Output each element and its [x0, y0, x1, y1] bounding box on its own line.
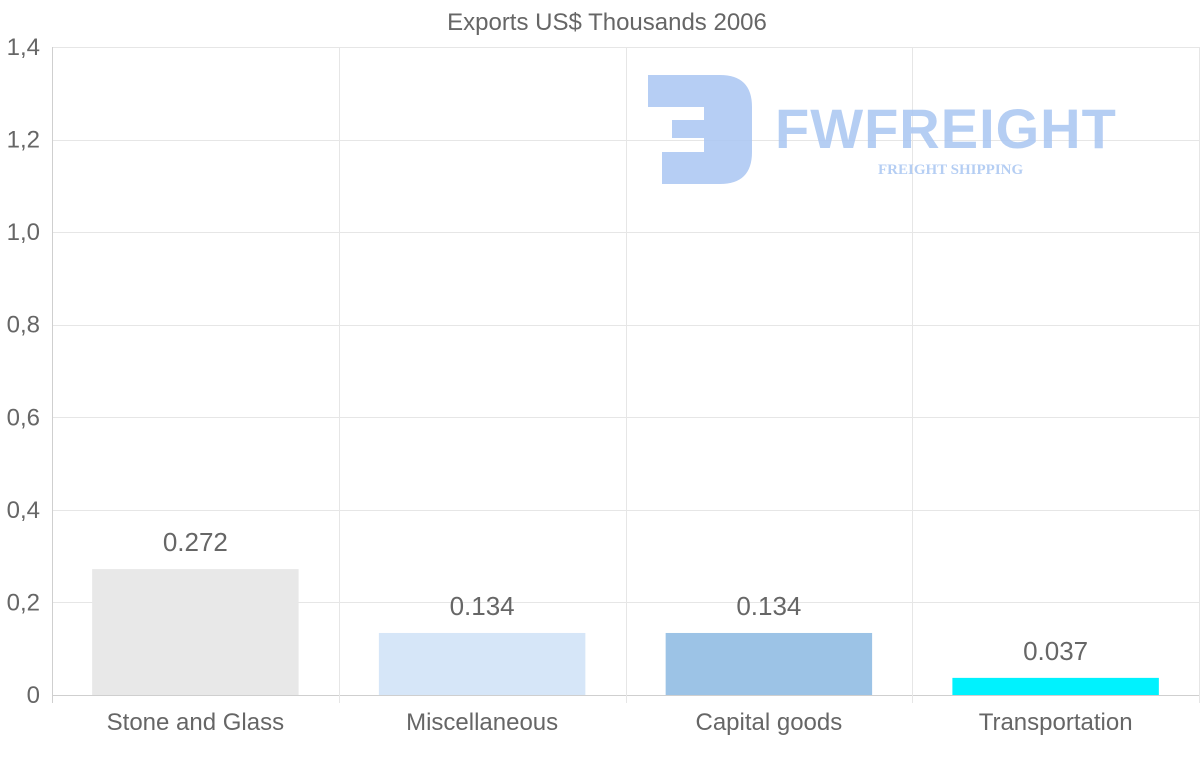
x-tick-label: Capital goods [695, 709, 842, 736]
chart-title: Exports US$ Thousands 2006 [447, 9, 767, 36]
x-axis-ticks: Stone and Glass Miscellaneous Capital good… [107, 709, 1133, 736]
y-axis-ticks: 0 0,2 0,4 0,6 0,8 1,0 1,2 1,4 [7, 34, 40, 709]
data-label: 0.134 [736, 591, 801, 621]
y-tick-label: 1,2 [7, 127, 40, 154]
x-tick-label: Transportation [979, 709, 1133, 736]
y-tick-label: 0 [27, 682, 40, 709]
y-tick-label: 0,2 [7, 589, 40, 616]
bar[interactable] [92, 569, 299, 695]
bar[interactable] [378, 632, 586, 695]
y-tick-label: 1,4 [7, 34, 40, 61]
data-label: 0.272 [163, 527, 228, 557]
y-tick-label: 1,0 [7, 219, 40, 246]
data-labels: 0.272 0.134 0.134 0.037 [163, 527, 1088, 666]
bar[interactable] [665, 632, 873, 695]
x-tick-label: Stone and Glass [107, 709, 284, 736]
watermark-logo: FWFREIGHT FREIGHT SHIPPING [648, 75, 1117, 184]
y-tick-label: 0,4 [7, 497, 40, 524]
fwfreight-logo-icon [648, 75, 752, 184]
data-label: 0.037 [1023, 636, 1088, 666]
watermark-name: FWFREIGHT [775, 97, 1117, 160]
x-tick-label: Miscellaneous [406, 709, 558, 736]
watermark-tagline: FREIGHT SHIPPING [878, 162, 1023, 178]
data-label: 0.134 [450, 591, 515, 621]
y-tick-label: 0,8 [7, 312, 40, 339]
y-tick-label: 0,6 [7, 404, 40, 431]
bars [92, 569, 1159, 695]
bar[interactable] [952, 677, 1159, 695]
